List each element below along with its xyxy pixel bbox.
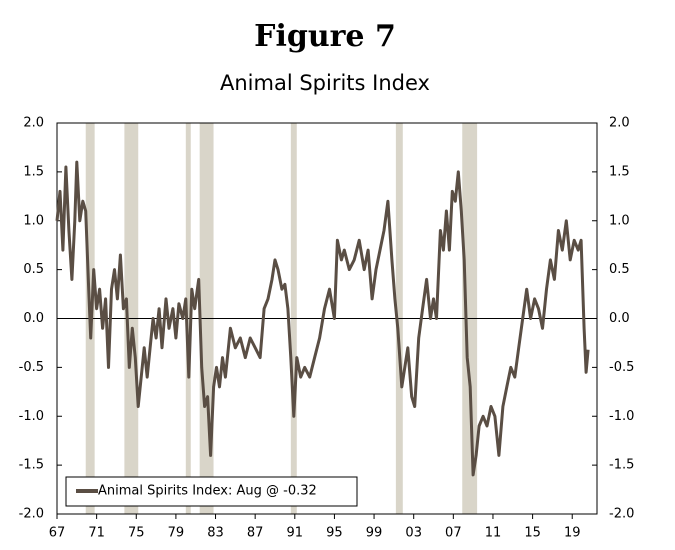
y-tick-label: 1.0 <box>23 213 44 228</box>
chart-subtitle: Animal Spirits Index <box>220 71 430 95</box>
x-tick-label: 99 <box>366 526 383 541</box>
x-tick-label: 79 <box>168 526 185 541</box>
x-tick-label: 75 <box>128 526 145 541</box>
x-tick-label: 11 <box>485 526 502 541</box>
y-tick-label: -2.0 <box>19 507 44 522</box>
x-tick-label: 19 <box>564 526 581 541</box>
y-tick-label: -1.5 <box>19 458 44 473</box>
legend-box <box>65 476 358 507</box>
y2-tick-label: 0.5 <box>609 262 630 277</box>
y-tick-label: 1.5 <box>23 164 44 179</box>
y2-tick-label: 0.0 <box>609 311 630 326</box>
x-tick-label: 67 <box>49 526 66 541</box>
series-line <box>55 160 590 477</box>
y2-tick-label: -1.0 <box>609 409 634 424</box>
legend-label: Animal Spirits Index: Aug @ -0.32 <box>98 484 317 499</box>
x-tick-label: 07 <box>445 526 462 541</box>
x-tick-label: 83 <box>207 526 224 541</box>
y2-tick-label: 1.0 <box>609 213 630 228</box>
x-tick-label: 87 <box>247 526 264 541</box>
y-tick-label: 0.5 <box>23 262 44 277</box>
y2-tick-label: 1.5 <box>609 164 630 179</box>
y-tick-label: -0.5 <box>19 360 44 375</box>
y2-tick-label: 2.0 <box>609 116 630 131</box>
x-tick-label: 71 <box>88 526 105 541</box>
x-tick-label: 15 <box>524 526 541 541</box>
y-tick-label: 2.0 <box>23 116 44 131</box>
y-tick-label: 0.0 <box>23 311 44 326</box>
x-tick-label: 95 <box>326 526 343 541</box>
x-tick-label: 91 <box>287 526 304 541</box>
y2-tick-label: -0.5 <box>609 360 634 375</box>
y-tick-label: -1.0 <box>19 409 44 424</box>
x-tick-label: 03 <box>405 526 422 541</box>
chart-title: Figure 7 <box>254 19 396 54</box>
y2-tick-label: -1.5 <box>609 458 634 473</box>
y2-tick-label: -2.0 <box>609 507 634 522</box>
